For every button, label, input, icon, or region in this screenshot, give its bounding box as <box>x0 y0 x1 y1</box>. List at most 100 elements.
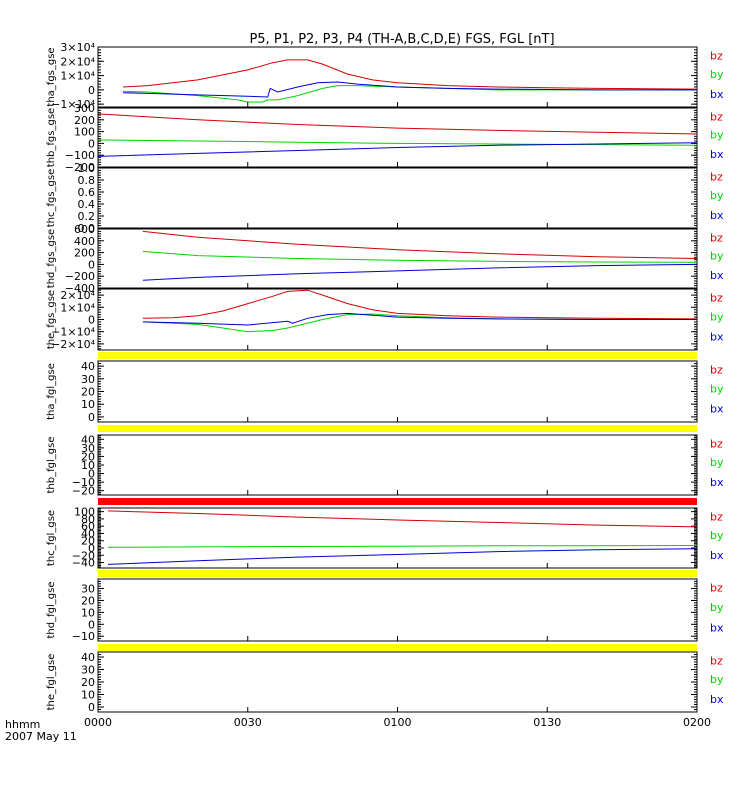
ytick-label: 1.0 <box>78 162 96 175</box>
ytick-label: 0.8 <box>78 174 96 187</box>
series-by-thc_fgl_gse <box>107 545 698 548</box>
ylabel-the_fgl_gse: the_fgl_gse <box>46 654 57 711</box>
legend-bz: bz <box>710 292 723 305</box>
ytick-label: 0 <box>88 258 95 271</box>
ytick-label: 2×10⁴ <box>60 289 95 302</box>
ytick-label: 40 <box>81 360 95 373</box>
series-bz-thc_fgl_gse <box>107 510 698 528</box>
legend-bz: bz <box>710 654 723 667</box>
ytick-label: 400 <box>74 235 95 248</box>
status-bar-thd_fgl_gse <box>98 570 697 577</box>
series-by-thb_fgs_gse <box>97 139 698 146</box>
legend-by: by <box>710 382 724 395</box>
ytick-label: −400 <box>65 282 95 295</box>
ytick-label: 0 <box>88 314 95 327</box>
panel-thc_fgs_gse: 1.00.80.60.40.20.0 thc_fgs_gse bz by bx <box>46 162 724 235</box>
ytick-label: 30 <box>81 583 95 596</box>
ytick-label: −100 <box>65 149 95 162</box>
legend-bx: bx <box>710 88 724 101</box>
ytick-label: 20 <box>81 386 95 399</box>
ytick-label: 3×10⁴ <box>60 41 95 54</box>
panel-frame <box>97 107 698 168</box>
legend-bz: bz <box>710 364 723 377</box>
ytick-label: 30 <box>81 442 95 455</box>
ytick-label: 30 <box>81 373 95 386</box>
legend-bz: bz <box>710 49 723 62</box>
series-bx-thd_fgs_gse <box>142 263 698 281</box>
ytick-label: −20 <box>72 549 95 562</box>
legend-by: by <box>710 129 724 142</box>
ytick-label: 200 <box>74 114 95 127</box>
xtick-label: 0000 <box>84 716 112 729</box>
ytick-label: 100 <box>74 126 95 139</box>
legend-bx: bx <box>710 621 724 634</box>
panel-frame <box>97 228 698 289</box>
series-bz-thb_fgs_gse <box>97 113 698 135</box>
xtick-label: 0130 <box>533 716 561 729</box>
legend-bz: bz <box>710 510 723 523</box>
ylabel-thb_fgl_gse: thb_fgl_gse <box>46 437 57 494</box>
ytick-label: 10 <box>81 398 95 411</box>
series-bz-thd_fgs_gse <box>142 230 698 259</box>
legend-by: by <box>710 456 724 469</box>
time-label-date: 2007 May 11 <box>5 730 77 743</box>
panel-frame <box>97 434 698 496</box>
ytick-label: −2×10⁴ <box>51 338 95 351</box>
ytick-label: 0 <box>88 84 95 97</box>
ytick-label: 100 <box>74 506 95 519</box>
ytick-label: 200 <box>74 247 95 260</box>
series-by-thd_fgs_gse <box>142 250 698 263</box>
ytick-label: −1×10⁴ <box>51 98 95 111</box>
ytick-label: 0.4 <box>78 198 96 211</box>
series-bz-tha_fgs_gse <box>122 59 698 90</box>
legend-bz: bz <box>710 231 723 244</box>
ytick-label: 300 <box>74 102 95 115</box>
legend-by: by <box>710 673 724 686</box>
legend-bx: bx <box>710 549 724 562</box>
ytick-label: 20 <box>81 450 95 463</box>
xtick-label: 0200 <box>683 716 711 729</box>
legend-by: by <box>710 310 724 323</box>
ytick-label: 2×10⁴ <box>60 55 95 68</box>
ytick-label: 40 <box>81 433 95 446</box>
status-bar-thb_fgl_gse <box>98 425 697 432</box>
legend-bz: bz <box>710 582 723 595</box>
status-bar-tha_fgl_gse <box>98 352 697 359</box>
ytick-label: 0 <box>88 618 95 631</box>
panel-frame <box>97 651 698 713</box>
ytick-label: −1×10⁴ <box>51 326 95 339</box>
ytick-label: 600 <box>74 223 95 236</box>
ytick-label: −40 <box>72 557 95 570</box>
legend-bx: bx <box>710 209 724 222</box>
ytick-label: 0.2 <box>78 210 96 223</box>
panel-frame <box>97 507 698 569</box>
ytick-label: 1×10⁴ <box>60 301 95 314</box>
ytick-label: 0 <box>88 542 95 555</box>
ytick-label: 0.0 <box>78 222 96 235</box>
series-bz-the_fgs_gse <box>142 289 698 320</box>
series-bx-tha_fgs_gse <box>122 81 697 98</box>
legend-by: by <box>710 601 724 614</box>
ytick-label: 0 <box>88 468 95 481</box>
series-by-the_fgs_gse <box>142 313 697 333</box>
legend-bz: bz <box>710 110 723 123</box>
time-axis: 0000 0030 0100 0130 0200 <box>84 716 711 729</box>
ylabel-thb_fgs_gse: thb_fgs_gse <box>46 108 57 167</box>
series-bx-the_fgs_gse <box>142 312 697 326</box>
ytick-label: 10 <box>81 606 95 619</box>
ytick-label: −200 <box>65 161 95 174</box>
ytick-label: 60 <box>81 520 95 533</box>
status-bar-thc_fgl_gse <box>98 498 697 505</box>
panel-frame <box>97 46 698 108</box>
legend-bx: bx <box>710 693 724 706</box>
ytick-label: 10 <box>81 689 95 702</box>
panel-frame <box>97 578 698 642</box>
ytick-label: 40 <box>81 527 95 540</box>
ytick-label: −20 <box>72 485 95 498</box>
status-bar-the_fgl_gse <box>98 644 697 651</box>
plot-title: P5, P1, P2, P3, P4 (TH-A,B,C,D,E) FGS, F… <box>249 32 554 47</box>
